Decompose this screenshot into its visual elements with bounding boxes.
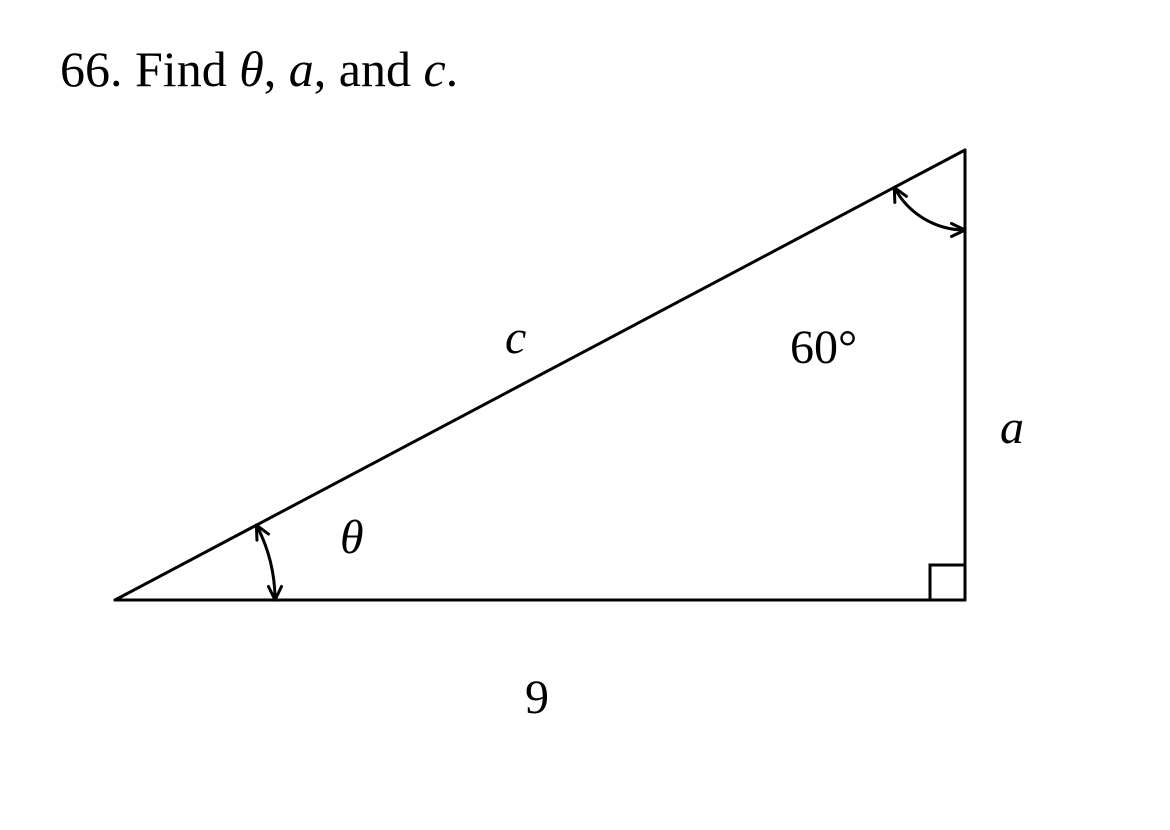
page: 66. Find θ, a, and c. 9 a c 60° θ	[0, 0, 1170, 830]
label-right-side: a	[1000, 400, 1024, 455]
label-hypotenuse: c	[505, 310, 526, 365]
triangle-diagram	[0, 0, 1170, 830]
label-angle-theta: θ	[340, 510, 364, 565]
label-angle-60: 60°	[790, 320, 857, 375]
label-bottom-side: 9	[525, 670, 549, 725]
